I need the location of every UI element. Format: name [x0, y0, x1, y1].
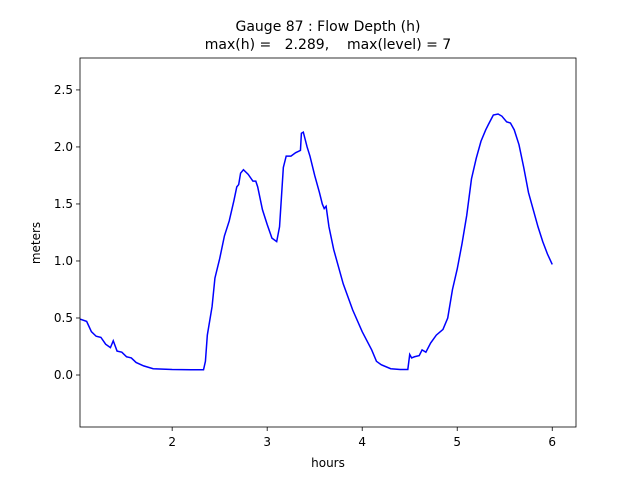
y-axis-label: meters — [29, 222, 43, 264]
x-tick-label: 4 — [358, 435, 366, 449]
x-axis-label: hours — [311, 456, 345, 470]
y-tick-label: 0.5 — [54, 311, 73, 325]
y-tick-label: 0.0 — [54, 368, 73, 382]
chart-title: Gauge 87 : Flow Depth (h) — [236, 19, 421, 35]
y-tick-label: 2.0 — [54, 140, 73, 154]
chart-subtitle: max(h) = 2.289, max(level) = 7 — [205, 37, 451, 53]
x-tick-label: 2 — [168, 435, 176, 449]
x-tick-label: 3 — [263, 435, 271, 449]
x-tick-label: 6 — [548, 435, 556, 449]
x-tick-label: 5 — [453, 435, 461, 449]
y-tick-label: 1.0 — [54, 254, 73, 268]
y-tick-label: 1.5 — [54, 197, 73, 211]
y-tick-label: 2.5 — [54, 83, 73, 97]
plot-frame — [79, 57, 577, 428]
line-series — [80, 113, 553, 371]
